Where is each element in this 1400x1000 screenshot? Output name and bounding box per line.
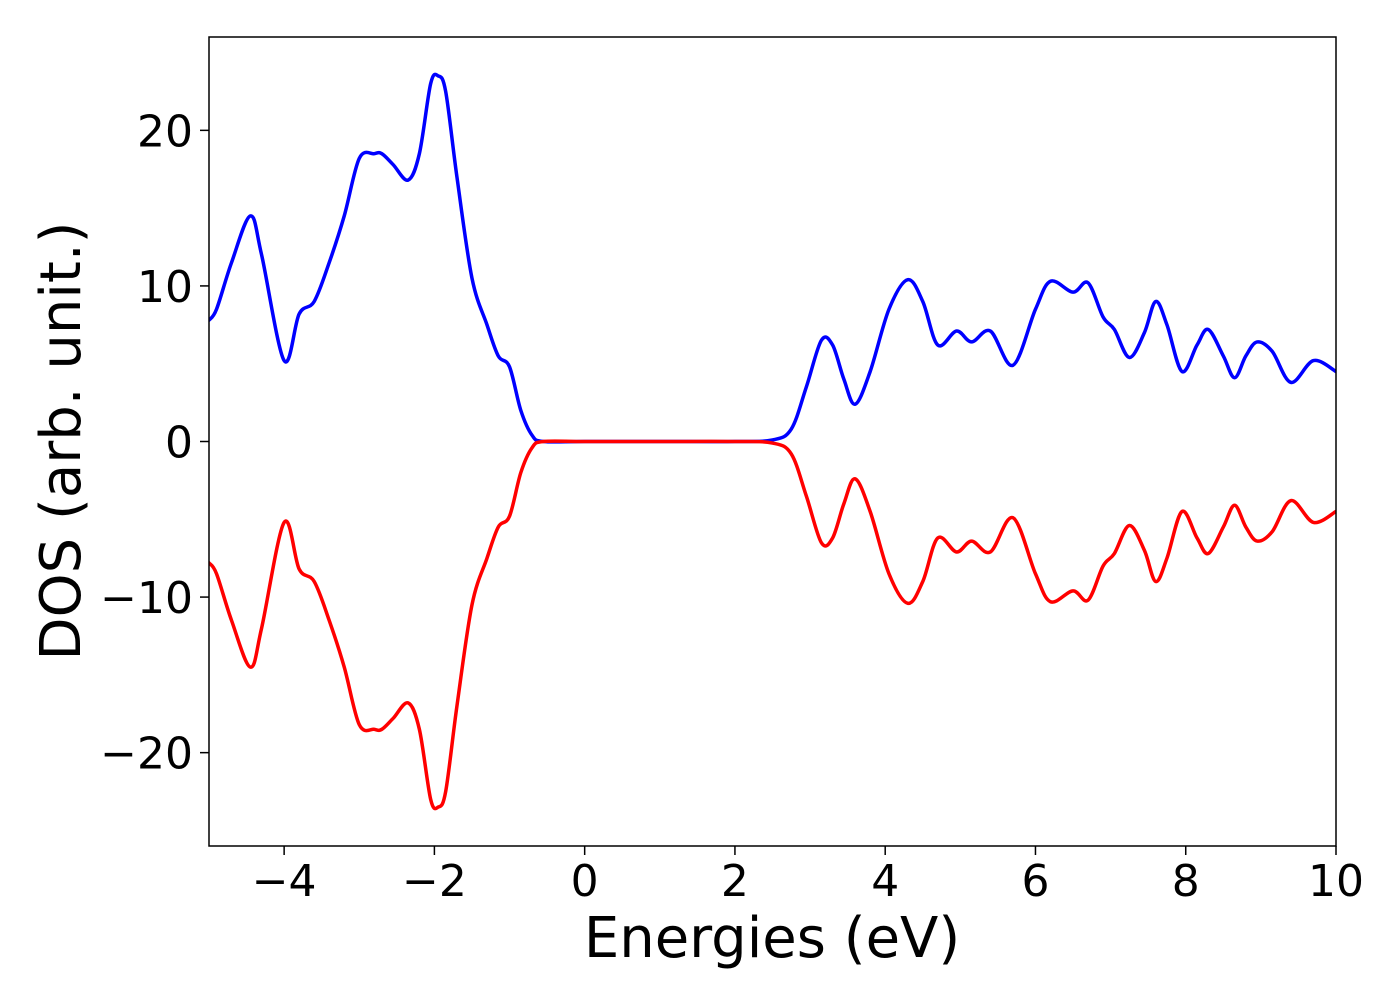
x-tick-label: 10 [1308, 856, 1364, 907]
x-axis-label: Energies (eV) [584, 906, 960, 971]
y-tick-label: −20 [100, 729, 193, 780]
y-axis: −20 −10 0 10 20 [100, 106, 209, 780]
y-tick-label: 0 [165, 418, 193, 469]
x-axis: −4 −2 0 2 4 6 8 10 [252, 846, 1364, 907]
y-axis-label: DOS (arb. unit.) [29, 221, 94, 660]
x-tick-label: −4 [252, 856, 317, 907]
x-tick-label: −2 [402, 856, 467, 907]
y-tick-label: 20 [137, 106, 193, 157]
x-tick-label: 4 [871, 856, 899, 907]
x-tick-label: 2 [721, 856, 749, 907]
x-tick-label: 8 [1172, 856, 1200, 907]
series-line-2 [209, 439, 1336, 811]
x-tick-label: 6 [1021, 856, 1049, 907]
series-layer [209, 72, 1336, 811]
y-tick-label: −10 [100, 573, 193, 624]
x-tick-label: 0 [571, 856, 599, 907]
y-tick-label: 10 [137, 262, 193, 313]
series-line-1 [209, 72, 1336, 444]
